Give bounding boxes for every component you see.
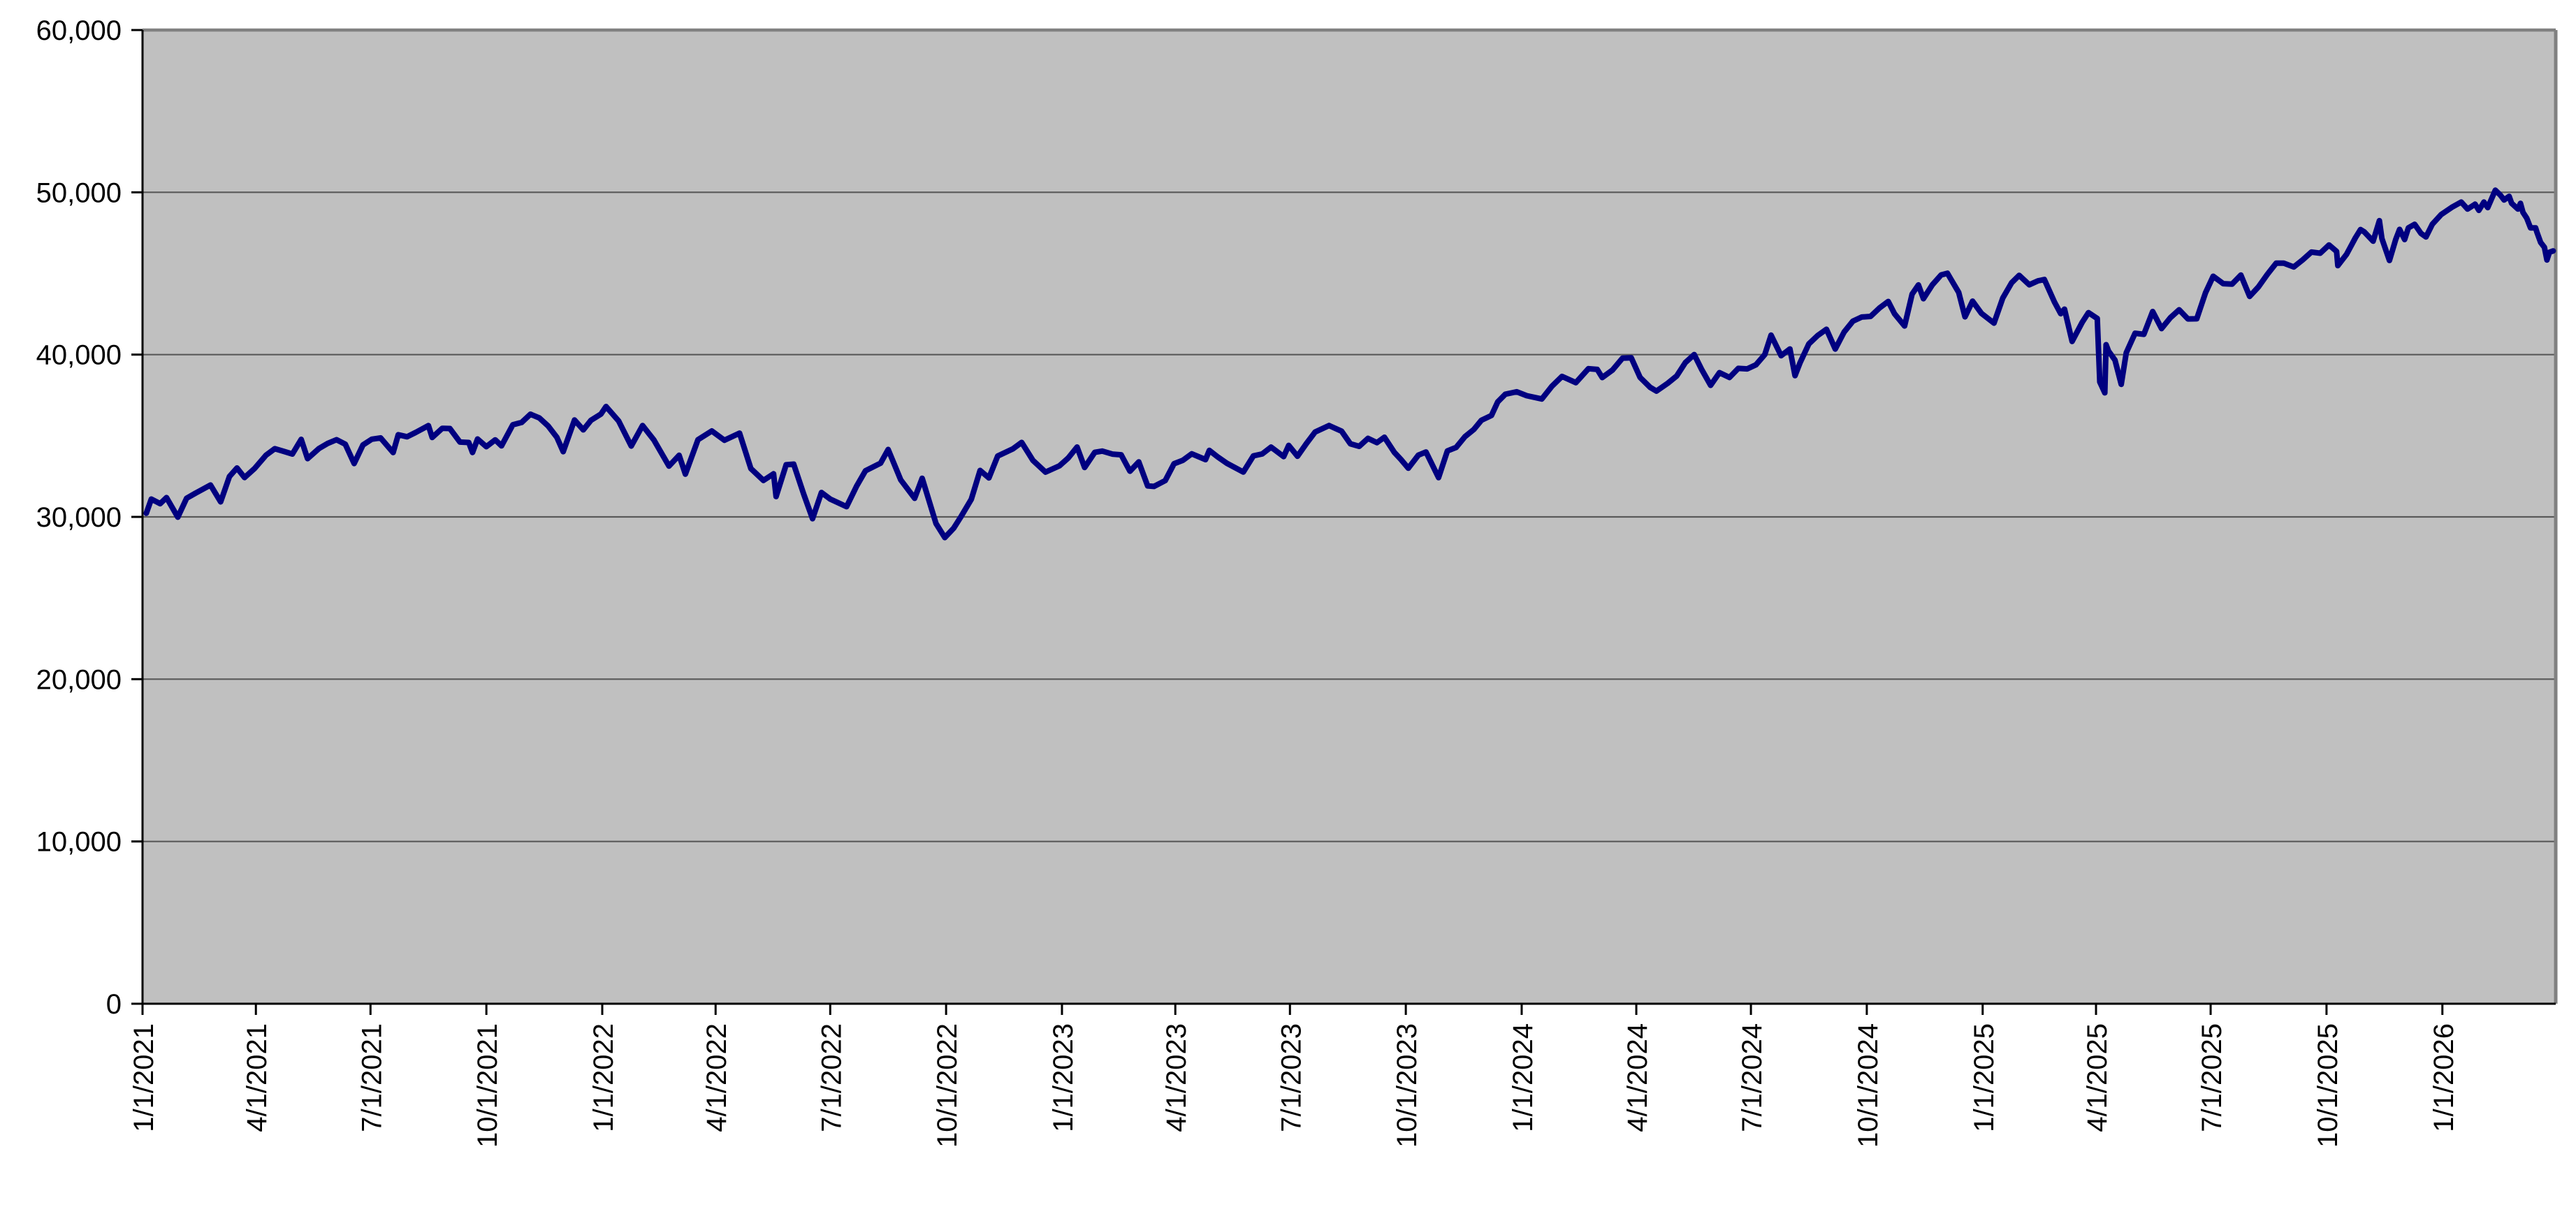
y-axis-label: 30,000 <box>36 502 122 533</box>
x-axis-label: 4/1/2024 <box>1622 1023 1653 1132</box>
x-axis-label: 1/1/2026 <box>2429 1023 2459 1132</box>
x-axis-label: 7/1/2023 <box>1276 1023 1307 1132</box>
y-axis-label: 40,000 <box>36 340 122 371</box>
y-axis-label: 20,000 <box>36 664 122 695</box>
x-axis-label: 10/1/2024 <box>1853 1023 1884 1148</box>
x-axis-label: 1/1/2023 <box>1048 1023 1079 1132</box>
y-axis-label: 0 <box>106 989 122 1020</box>
x-axis-label: 4/1/2022 <box>701 1023 732 1132</box>
x-axis-label: 7/1/2021 <box>356 1023 387 1132</box>
x-axis-label: 4/1/2021 <box>242 1023 272 1132</box>
x-axis-label: 10/1/2023 <box>1392 1023 1422 1148</box>
x-axis-label: 7/1/2024 <box>1737 1023 1768 1132</box>
x-axis-label: 4/1/2025 <box>2082 1023 2113 1132</box>
x-axis-label: 1/1/2022 <box>588 1023 619 1132</box>
index-line-series <box>143 187 2556 541</box>
x-axis-label: 10/1/2025 <box>2313 1023 2343 1148</box>
x-axis-label: 1/1/2025 <box>1969 1023 2000 1132</box>
x-axis-label: 4/1/2023 <box>1161 1023 1192 1132</box>
y-axis-label: 50,000 <box>36 177 122 208</box>
x-axis-label: 10/1/2022 <box>932 1023 963 1148</box>
y-axis-label: 60,000 <box>36 15 122 46</box>
x-axis-label: 7/1/2022 <box>816 1023 847 1132</box>
x-axis-label: 1/1/2021 <box>129 1023 159 1132</box>
x-axis-label: 7/1/2025 <box>2197 1023 2227 1132</box>
x-axis-label: 1/1/2024 <box>1508 1023 1538 1132</box>
y-axis-label: 10,000 <box>36 827 122 858</box>
x-axis-label: 10/1/2021 <box>472 1023 503 1148</box>
